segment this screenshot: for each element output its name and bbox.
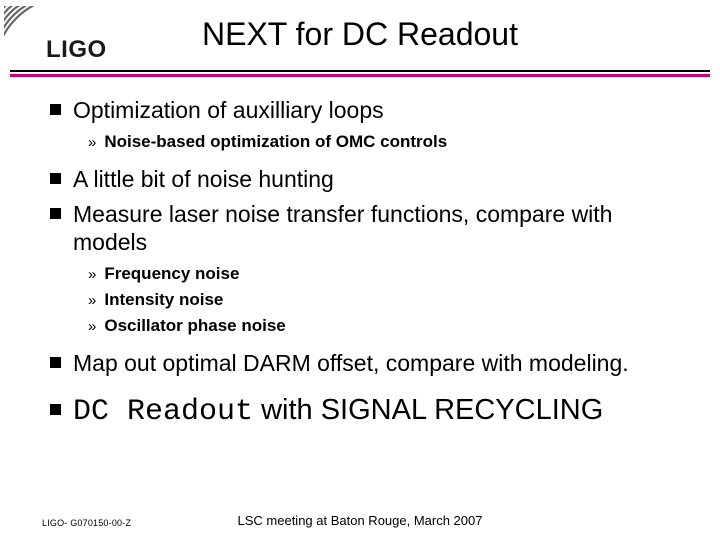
sub-bullet-item: » Oscillator phase noise [88,315,690,337]
bullet-item: Measure laser noise transfer functions, … [50,200,690,258]
sub-bullet-text: Oscillator phase noise [104,315,285,337]
bullet-text: DC Readout with SIGNAL RECYCLING [73,392,603,432]
divider-accent [10,74,710,77]
bullet-text: Measure laser noise transfer functions, … [73,200,690,258]
sub-bullet-text: Frequency noise [104,263,239,285]
bullet-item: Optimization of auxilliary loops [50,96,690,125]
square-bullet-icon [50,357,61,368]
bullet-item: A little bit of noise hunting [50,165,690,194]
sub-bullet-item: » Intensity noise [88,289,690,311]
bullet-item: Map out optimal DARM offset, compare wit… [50,349,690,378]
title-container: NEXT for DC Readout [0,16,720,53]
sub-bullet-text: Intensity noise [104,289,223,311]
sub-bullet-item: » Frequency noise [88,263,690,285]
page-title: NEXT for DC Readout [202,16,518,52]
bullet-text: A little bit of noise hunting [73,165,334,194]
chevron-icon: » [88,134,96,151]
bullet-text: Map out optimal DARM offset, compare wit… [73,349,629,378]
chevron-icon: » [88,292,96,309]
square-bullet-icon [50,404,61,415]
emphasis-text: SIGNAL RECYCLING [321,394,604,426]
chevron-icon: » [88,266,96,283]
bullet-text: Optimization of auxilliary loops [73,96,384,125]
chevron-icon: » [88,318,96,335]
square-bullet-icon [50,208,61,219]
content-body: Optimization of auxilliary loops » Noise… [50,96,690,438]
slide: LIGO NEXT for DC Readout Optimization of… [0,0,720,540]
footer-meeting: LSC meeting at Baton Rouge, March 2007 [0,513,720,528]
plain-text: with [253,394,321,426]
bullet-item-highlight: DC Readout with SIGNAL RECYCLING [50,392,690,432]
divider-dark [10,70,710,72]
sub-bullet-item: » Noise-based optimization of OMC contro… [88,131,690,153]
square-bullet-icon [50,104,61,115]
sub-bullet-text: Noise-based optimization of OMC controls [104,131,447,153]
mono-text: DC Readout [73,395,253,429]
square-bullet-icon [50,173,61,184]
